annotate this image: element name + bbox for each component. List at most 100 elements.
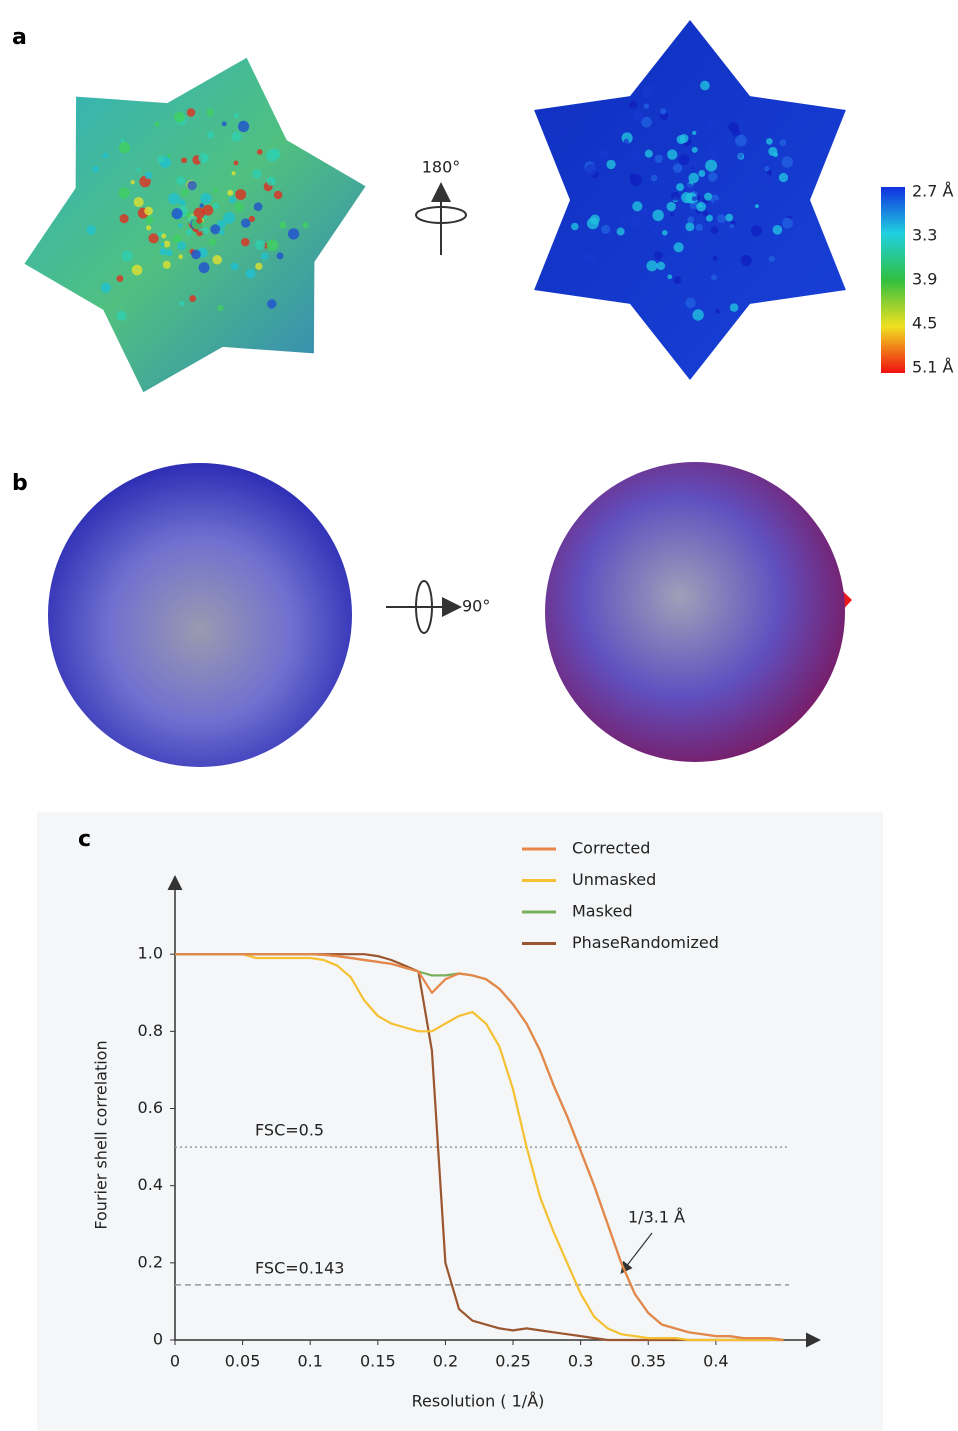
texture: [708, 172, 718, 182]
texture: [252, 169, 262, 179]
texture: [187, 180, 197, 191]
texture: [677, 202, 684, 209]
texture: [144, 206, 153, 216]
texture: [643, 103, 650, 109]
annotation: 1/3.1 Å: [628, 1208, 685, 1227]
texture: [100, 282, 112, 293]
texture: [702, 210, 709, 217]
texture: [210, 224, 221, 235]
texture: [177, 241, 187, 251]
panel-label: c: [78, 827, 91, 852]
colorbar-label: 3.3: [912, 226, 937, 245]
texture: [185, 229, 193, 236]
texture: [586, 217, 599, 230]
texture: [148, 233, 159, 244]
texture: [133, 197, 144, 208]
texture: [662, 230, 668, 236]
texture: [700, 80, 710, 91]
texture: [606, 159, 616, 170]
texture: [287, 228, 300, 240]
texture: [145, 215, 154, 224]
texture: [667, 149, 678, 160]
texture: [130, 180, 135, 185]
texture: [632, 110, 645, 122]
texture: [208, 238, 217, 246]
texture: [717, 214, 727, 224]
texture: [212, 254, 222, 265]
texture: [230, 262, 239, 271]
texture: [691, 196, 697, 202]
texture: [698, 203, 703, 209]
reference-label: FSC=0.143: [255, 1258, 344, 1277]
texture: [630, 216, 642, 229]
texture: [256, 149, 263, 155]
y-tick-label: 0: [153, 1330, 163, 1349]
series-line: [175, 953, 784, 1342]
legend-label: Corrected: [572, 839, 650, 858]
texture: [116, 275, 124, 283]
texture: [102, 152, 109, 159]
texture: [178, 254, 183, 260]
colorbar-label: 2.7 Å: [912, 182, 954, 201]
texture: [599, 149, 609, 159]
texture: [687, 158, 697, 168]
x-tick-label: 0.25: [495, 1352, 531, 1371]
texture: [136, 168, 141, 173]
x-tick-label: 0.35: [630, 1352, 666, 1371]
texture: [265, 149, 278, 162]
angular-distribution: [48, 463, 352, 767]
texture: [181, 157, 188, 164]
texture: [712, 256, 718, 261]
texture: [618, 216, 624, 222]
texture: [692, 309, 704, 321]
texture: [737, 153, 744, 159]
panel-label: b: [12, 471, 28, 496]
y-axis-label: Fourier shell correlation: [92, 1040, 111, 1229]
texture: [772, 225, 783, 235]
texture: [198, 152, 209, 164]
reference-label: FSC=0.5: [255, 1121, 324, 1140]
texture: [652, 209, 664, 222]
texture: [172, 234, 182, 244]
texture: [206, 130, 215, 139]
texture: [646, 260, 658, 272]
texture: [713, 199, 721, 208]
texture: [695, 194, 702, 201]
texture: [180, 188, 189, 197]
texture: [685, 222, 695, 232]
texture: [616, 227, 625, 236]
texture: [231, 171, 236, 176]
texture: [206, 108, 215, 117]
texture: [684, 183, 695, 193]
texture: [676, 183, 685, 192]
texture: [200, 192, 212, 205]
texture: [704, 192, 713, 201]
texture: [707, 143, 718, 154]
texture: [640, 207, 650, 216]
texture: [671, 192, 680, 201]
y-tick-label: 0.8: [138, 1021, 163, 1040]
texture: [92, 165, 99, 173]
texture: [227, 189, 234, 196]
texture: [688, 172, 699, 184]
texture: [267, 299, 277, 309]
texture: [650, 174, 658, 182]
texture: [302, 221, 309, 229]
texture: [199, 203, 204, 208]
texture: [233, 113, 240, 119]
texture: [144, 171, 153, 180]
annotation-arrow: [620, 1232, 653, 1274]
y-tick-label: 1.0: [138, 944, 163, 963]
texture: [231, 131, 242, 142]
texture: [202, 204, 214, 216]
texture: [630, 151, 641, 162]
texture: [198, 262, 210, 274]
x-tick-label: 0.4: [703, 1352, 728, 1371]
texture: [237, 120, 250, 133]
colorbar-label: 5.1 Å: [912, 358, 954, 377]
texture: [764, 166, 770, 172]
texture: [779, 139, 787, 147]
texture: [119, 214, 129, 224]
legend-label: Masked: [572, 902, 633, 921]
texture: [750, 225, 762, 237]
